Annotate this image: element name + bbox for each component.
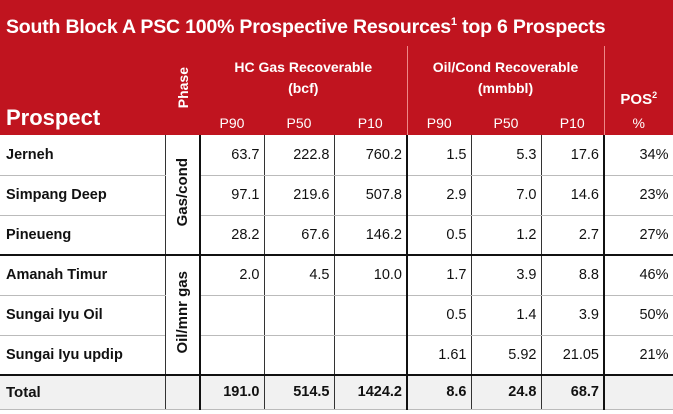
oil-group-header-line2: (mmbbl) xyxy=(477,80,534,96)
oil-p90-value: 1.61 xyxy=(406,335,471,376)
prospect-name: Simpang Deep xyxy=(0,175,165,216)
gas-p50-value: 222.8 xyxy=(263,135,334,176)
oil-p50-value: 3.9 xyxy=(470,255,541,296)
phase-header-text: Phase xyxy=(174,67,191,109)
gas-group-header-line1: HC Gas Recoverable xyxy=(234,59,373,75)
oil-p10-value: 21.05 xyxy=(540,335,604,376)
table-row: Pineueng 28.2 67.6 146.2 0.5 1.2 2.7 27% xyxy=(0,215,673,256)
sub-header-oil-p90: P90 xyxy=(406,110,471,135)
sub-header-pos-percent: % xyxy=(603,110,673,135)
gas-p90-value: 97.1 xyxy=(199,175,264,216)
total-pos xyxy=(603,374,673,410)
oil-p10-value: 14.6 xyxy=(540,175,604,216)
prospect-column-header: Prospect xyxy=(0,46,165,135)
phase-gas-cond-text: Gas/cond xyxy=(173,157,191,227)
total-phase-blank xyxy=(164,374,200,410)
prospect-name: Sungai Iyu Oil xyxy=(0,295,165,336)
sub-header-gas-p50: P50 xyxy=(264,110,334,135)
prospect-name: Jerneh xyxy=(0,135,165,176)
gas-p50-value xyxy=(263,295,334,336)
pos-value: 50% xyxy=(603,295,673,336)
table-row: Sungai Iyu updip 1.61 5.92 21.05 21% xyxy=(0,335,673,376)
title-footnote-mark: 1 xyxy=(450,16,457,28)
phase-gas-cond: Gas/cond xyxy=(164,135,201,256)
gas-p10-value: 760.2 xyxy=(333,135,407,176)
table-row: Jerneh Gas/cond 63.7 222.8 760.2 1.5 5.3 17.6 34… xyxy=(0,135,673,256)
table-title: South Block A PSC 100% Prospective Resou… xyxy=(0,0,673,46)
phase-column-header: Phase xyxy=(165,46,200,135)
oil-p90-value: 0.5 xyxy=(406,215,471,256)
gas-group-header-line2: (bcf) xyxy=(288,80,319,96)
gas-group-header: HC Gas Recoverable (bcf) xyxy=(200,46,407,110)
gas-p90-value: 28.2 xyxy=(199,215,264,256)
oil-p50-value: 5.92 xyxy=(470,335,541,376)
oil-group-header-line1: Oil/Cond Recoverable xyxy=(432,59,579,75)
oil-p90-value: 0.5 xyxy=(406,295,471,336)
total-oil-p90: 8.6 xyxy=(406,374,471,410)
gas-p10-value: 10.0 xyxy=(333,255,407,296)
header-row-groups: Prospect Phase HC Gas Recoverable (bcf) O… xyxy=(0,46,673,135)
gas-p10-value: 507.8 xyxy=(333,175,407,216)
oil-p90-value: 1.5 xyxy=(406,135,471,176)
prospect-name: Pineueng xyxy=(0,215,165,256)
pos-header-text: POS xyxy=(620,91,653,108)
oil-p50-value: 1.4 xyxy=(470,295,541,336)
pos-value: 23% xyxy=(603,175,673,216)
total-oil-p50: 24.8 xyxy=(470,374,541,410)
total-row: Total 191.0 514.5 1424.2 8.6 24.8 68.7 xyxy=(0,374,673,410)
total-gas-p90: 191.0 xyxy=(199,374,264,410)
oil-p50-value: 7.0 xyxy=(470,175,541,216)
table-row: Amanah Timur Oil/mnr gas 2.0 4.5 10.0 1.7 3.9 8… xyxy=(0,255,673,376)
sub-header-gas-p10: P10 xyxy=(334,110,407,135)
oil-p10-value: 8.8 xyxy=(540,255,604,296)
oil-p10-value: 3.9 xyxy=(540,295,604,336)
oil-p50-value: 1.2 xyxy=(470,215,541,256)
gas-p50-value: 67.6 xyxy=(263,215,334,256)
table-title-suffix: top 6 Prospects xyxy=(456,16,606,38)
gas-p90-value xyxy=(199,335,264,376)
total-gas-p10: 1424.2 xyxy=(333,374,407,410)
pos-value: 46% xyxy=(603,255,673,296)
gas-p10-value xyxy=(333,335,407,376)
pos-column-header: POS2 xyxy=(603,46,673,110)
header-row-sub: P90 P50 P10 P90 P50 P10 % xyxy=(0,110,673,135)
gas-p90-value: 2.0 xyxy=(199,255,264,296)
total-label: Total xyxy=(0,374,165,410)
sub-header-oil-p10: P10 xyxy=(541,110,604,135)
oil-p10-value: 17.6 xyxy=(540,135,604,176)
pos-footnote-mark: 2 xyxy=(652,90,658,100)
oil-p90-value: 2.9 xyxy=(406,175,471,216)
table-row: Sungai Iyu Oil 0.5 1.4 3.9 50% xyxy=(0,295,673,336)
oil-p50-value: 5.3 xyxy=(470,135,541,176)
sub-header-oil-p50: P50 xyxy=(471,110,541,135)
oil-p10-value: 2.7 xyxy=(540,215,604,256)
pos-value: 34% xyxy=(603,135,673,176)
gas-p50-value xyxy=(263,335,334,376)
total-oil-p10: 68.7 xyxy=(540,374,604,410)
table-title-text: South Block A PSC 100% Prospective Resou… xyxy=(6,16,451,38)
table-row: Simpang Deep 97.1 219.6 507.8 2.9 7.0 14.6 23% xyxy=(0,175,673,216)
gas-p10-value xyxy=(333,295,407,336)
gas-p10-value: 146.2 xyxy=(333,215,407,256)
pos-value: 27% xyxy=(603,215,673,256)
prospect-name: Amanah Timur xyxy=(0,255,165,296)
gas-p50-value: 4.5 xyxy=(263,255,334,296)
gas-p90-value xyxy=(199,295,264,336)
prospects-table: Prospect Phase HC Gas Recoverable (bcf) O… xyxy=(0,46,673,410)
total-gas-p50: 514.5 xyxy=(263,374,334,410)
pos-value: 21% xyxy=(603,335,673,376)
oil-group-header: Oil/Cond Recoverable (mmbbl) xyxy=(406,46,604,110)
oil-p90-value: 1.7 xyxy=(406,255,471,296)
gas-p90-value: 63.7 xyxy=(199,135,264,176)
phase-oil-mnr-gas: Oil/mnr gas xyxy=(164,255,201,376)
phase-oil-mnr-gas-text: Oil/mnr gas xyxy=(173,271,191,354)
prospect-name: Sungai Iyu updip xyxy=(0,335,165,376)
sub-header-gas-p90: P90 xyxy=(200,110,264,135)
gas-p50-value: 219.6 xyxy=(263,175,334,216)
